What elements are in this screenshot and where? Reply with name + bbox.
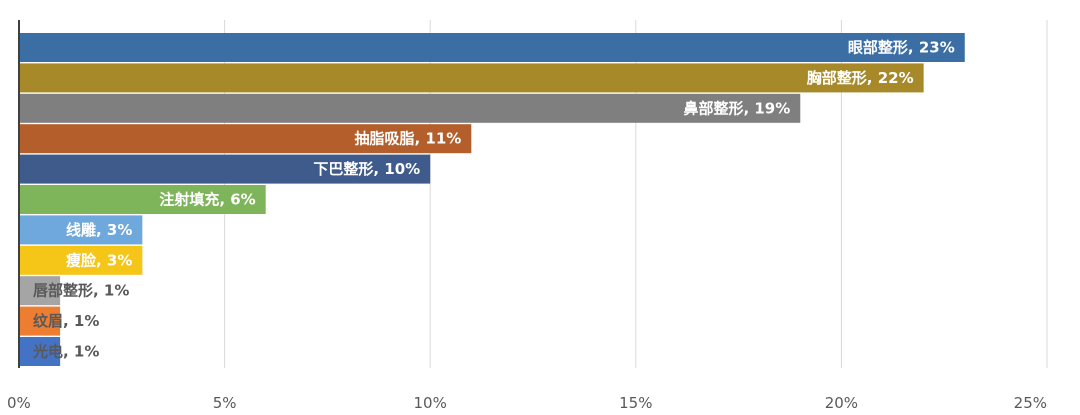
x-tick-label: 15%	[619, 394, 652, 412]
bar	[20, 93, 801, 123]
bars	[20, 33, 965, 366]
x-tick-label: 5%	[213, 394, 237, 412]
bar	[20, 215, 143, 245]
bar-data-label: 眼部整形, 23%	[848, 39, 955, 57]
bar	[20, 154, 431, 184]
bar	[20, 337, 61, 366]
bar	[20, 33, 965, 62]
bar-data-label: 线雕, 3%	[66, 221, 132, 239]
bar-data-label: 下巴整形, 10%	[313, 160, 420, 178]
bar-data-label: 光电, 1%	[32, 343, 99, 361]
bar-data-label: 纹眉, 1%	[33, 312, 99, 330]
bar-data-label: 唇部整形, 1%	[33, 282, 129, 300]
x-tick-label: 10%	[414, 394, 447, 412]
bar	[20, 124, 472, 154]
bar-data-label: 胸部整形, 22%	[807, 69, 914, 87]
bar	[20, 63, 924, 93]
bar-labels: 眼部整形, 23% 胸部整形, 22% 鼻部整形, 19% 抽脂吸脂, 11% 下巴整形…	[32, 39, 955, 361]
bar	[20, 276, 61, 306]
bar	[20, 185, 266, 214]
x-tick-labels: 0% 5% 10% 15% 20% 25%	[7, 394, 1047, 412]
bar	[20, 245, 143, 275]
bar-data-label: 抽脂吸脂, 11%	[354, 130, 461, 148]
x-tick-label: 25%	[1014, 394, 1047, 412]
x-tick-label: 0%	[7, 394, 31, 412]
bar-data-label: 注射填充, 6%	[159, 191, 255, 209]
bar	[20, 306, 61, 336]
bar-data-label: 鼻部整形, 19%	[683, 99, 790, 117]
x-tick-label: 20%	[825, 394, 858, 412]
bar-data-label: 瘦脸, 3%	[66, 251, 132, 269]
